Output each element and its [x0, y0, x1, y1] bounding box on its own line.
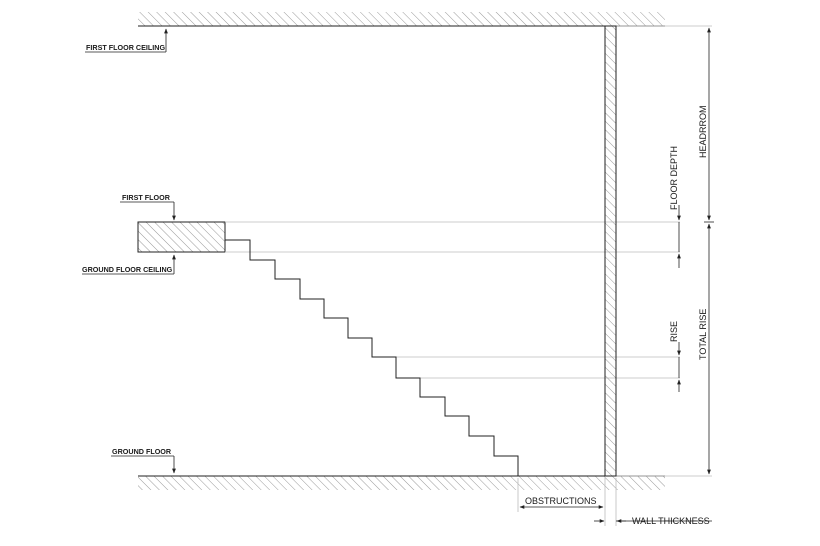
- total-rise-label: TOTAL RISE: [698, 309, 708, 360]
- ground-floor-ceiling-label: GROUND FLOOR CEILING: [82, 265, 173, 274]
- ceiling-slab-hatch: [138, 12, 665, 26]
- staircase-profile: [225, 239, 519, 476]
- ground-floor-label: GROUND FLOOR: [112, 447, 172, 456]
- first-floor-ceiling-label: FIRST FLOOR CEILING: [86, 43, 165, 52]
- headroom-label: HEADRROM: [698, 105, 708, 158]
- wall: [604, 25, 617, 477]
- first-floor-label: FIRST FLOOR: [122, 193, 171, 202]
- ground-slab-hatch: [138, 476, 665, 490]
- first-floor-slab: [137, 221, 226, 253]
- obstructions-label: OBSTRUCTIONS: [525, 496, 597, 506]
- floor-depth-label: FLOOR DEPTH: [669, 146, 679, 210]
- rise-label: RISE: [669, 321, 679, 342]
- wall-thickness-label: WALL THICKNESS: [632, 516, 710, 526]
